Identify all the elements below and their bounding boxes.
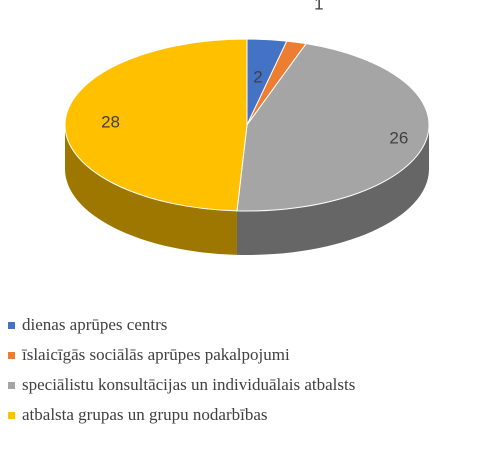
- legend-label: īslaicīgās sociālās aprūpes pakalpojumi: [21, 345, 290, 364]
- legend-swatch: [8, 382, 15, 389]
- legend-swatch: [8, 412, 15, 419]
- data-label: 28: [101, 113, 120, 132]
- legend-label: speciālistu konsultācijas un individuāla…: [22, 375, 355, 394]
- data-label: 26: [389, 128, 408, 147]
- data-label: 2: [253, 67, 262, 86]
- data-label: 1: [314, 0, 323, 13]
- legend-label: atbalsta grupas un grupu nodarbības: [22, 405, 268, 424]
- legend-swatch: [8, 322, 15, 329]
- slice-side: [65, 125, 237, 255]
- legend-label: dienas aprūpes centrs: [22, 315, 167, 334]
- slice: [64, 38, 248, 212]
- slice-side: [236, 125, 429, 256]
- legend-swatch: [8, 352, 15, 359]
- slice: [236, 43, 430, 212]
